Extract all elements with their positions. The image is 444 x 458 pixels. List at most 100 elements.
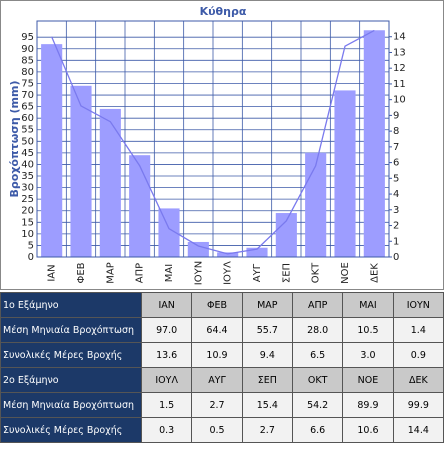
cell: 15.4 bbox=[241, 392, 293, 418]
cell: 9.4 bbox=[241, 342, 293, 368]
cell: 10.9 bbox=[191, 342, 243, 368]
row-label: 2ο Εξάμηνο bbox=[0, 367, 142, 393]
y2-tick-label: 12 bbox=[393, 63, 406, 74]
x-tick-label: ΑΠΡ bbox=[135, 263, 146, 283]
y2-tick-label: 11 bbox=[393, 79, 406, 90]
x-tick-label: ΔΕΚ bbox=[369, 263, 380, 283]
y2-tick-label: 5 bbox=[393, 173, 399, 184]
y-tick-label: 10 bbox=[21, 229, 34, 240]
y2-tick-label: 9 bbox=[393, 110, 399, 121]
table-row: Συνολικές Μέρες Βροχής 13.6 10.9 9.4 6.5 3.0 0… bbox=[0, 342, 444, 368]
bar bbox=[217, 252, 239, 257]
x-tick-label: ΣΕΠ bbox=[281, 263, 292, 283]
y-tick-label: 80 bbox=[21, 67, 34, 78]
cell: 55.7 bbox=[241, 317, 293, 343]
bar bbox=[70, 85, 92, 257]
cell: 0.3 bbox=[140, 417, 193, 443]
row-label: Συνολικές Μέρες Βροχής bbox=[0, 417, 142, 443]
bar bbox=[246, 247, 268, 257]
column-header: ΙΟΥΝ bbox=[392, 292, 444, 318]
bar bbox=[41, 44, 63, 258]
x-tick-label: ΙΟΥΝ bbox=[193, 261, 204, 285]
bar bbox=[305, 152, 327, 257]
cell: 64.4 bbox=[191, 317, 243, 343]
cell: 10.6 bbox=[342, 417, 394, 443]
y2-tick-label: 6 bbox=[393, 158, 399, 169]
chart: Κύθηρα Βροχόπτωση (mm) 05101520253035404… bbox=[0, 0, 444, 290]
y-tick-label: 50 bbox=[21, 136, 34, 147]
y-axis-label: Βροχόπτωση (mm) bbox=[8, 81, 21, 198]
cell: 10.5 bbox=[342, 317, 394, 343]
column-header: ΦΕΒ bbox=[191, 292, 243, 318]
bar bbox=[187, 241, 209, 257]
cell: 28.0 bbox=[291, 317, 344, 343]
column-header: ΝΟΕ bbox=[342, 367, 394, 393]
x-tick-label: ΑΥΓ bbox=[252, 263, 263, 282]
y2-tick-label: 10 bbox=[393, 95, 406, 106]
cell: 97.0 bbox=[140, 317, 193, 343]
column-header: ΜΑΡ bbox=[241, 292, 293, 318]
data-table: 1ο Εξάμηνο ΙΑΝ ΦΕΒ ΜΑΡ ΑΠΡ ΜΑΙ ΙΟΥΝ Μέση Μηνιαί… bbox=[0, 292, 444, 443]
column-header: ΔΕΚ bbox=[392, 367, 444, 393]
cell: 3.0 bbox=[342, 342, 394, 368]
row-label: Μέση Μηνιαία Βροχόπτωση bbox=[0, 392, 142, 418]
column-header: ΙΟΥΛ bbox=[140, 367, 193, 393]
y2-tick-label: 2 bbox=[393, 221, 399, 232]
column-header: ΑΠΡ bbox=[291, 292, 344, 318]
cell: 13.6 bbox=[140, 342, 193, 368]
cell: 2.7 bbox=[241, 417, 293, 443]
y-tick-label: 55 bbox=[21, 125, 34, 136]
y-tick-label: 45 bbox=[21, 148, 34, 159]
bar bbox=[363, 30, 385, 258]
y-tick-label: 70 bbox=[21, 90, 34, 101]
cell: 0.5 bbox=[191, 417, 243, 443]
y2-tick-label: 4 bbox=[393, 189, 399, 200]
row-label: Συνολικές Μέρες Βροχής bbox=[0, 342, 142, 368]
bar bbox=[129, 155, 151, 257]
y-tick-label: 25 bbox=[21, 194, 34, 205]
chart-title: Κύθηρα bbox=[200, 5, 247, 18]
column-header: ΜΑΙ bbox=[342, 292, 394, 318]
cell: 14.4 bbox=[392, 417, 444, 443]
bar bbox=[275, 213, 297, 257]
cell: 1.5 bbox=[140, 392, 193, 418]
bar bbox=[158, 208, 180, 257]
cell: 1.4 bbox=[392, 317, 444, 343]
column-header: ΙΑΝ bbox=[140, 292, 193, 318]
y2-tick-label: 0 bbox=[393, 252, 399, 263]
x-tick-label: ΙΟΥΛ bbox=[223, 261, 234, 285]
row-label: Μέση Μηνιαία Βροχόπτωση bbox=[0, 317, 142, 343]
y2-tick-label: 7 bbox=[393, 142, 399, 153]
y-tick-label: 20 bbox=[21, 206, 34, 217]
y-tick-label: 30 bbox=[21, 183, 34, 194]
cell: 2.7 bbox=[191, 392, 243, 418]
x-tick-label: ΟΚΤ bbox=[311, 262, 322, 283]
cell: 99.9 bbox=[392, 392, 444, 418]
y-tick-label: 95 bbox=[21, 32, 34, 43]
y-tick-label: 65 bbox=[21, 102, 34, 113]
x-tick-label: ΝΟΕ bbox=[340, 262, 351, 284]
y2-tick-label: 1 bbox=[393, 236, 399, 247]
bar bbox=[334, 90, 356, 257]
x-tick-label: ΙΑΝ bbox=[47, 264, 58, 281]
y-tick-label: 5 bbox=[28, 240, 34, 251]
cell: 6.5 bbox=[291, 342, 344, 368]
x-tick-label: ΜΑΙ bbox=[164, 264, 175, 282]
x-tick-label: ΜΑΡ bbox=[105, 262, 116, 284]
cell: 0.9 bbox=[392, 342, 444, 368]
y2-tick-label: 8 bbox=[393, 126, 399, 137]
table-row: 2ο Εξάμηνο ΙΟΥΛ ΑΥΓ ΣΕΠ ΟΚΤ ΝΟΕ ΔΕΚ bbox=[0, 367, 444, 393]
table-row: Μέση Μηνιαία Βροχόπτωση 97.0 64.4 55.7 28.0 1… bbox=[0, 317, 444, 343]
table-row: Συνολικές Μέρες Βροχής 0.3 0.5 2.7 6.6 10.6 14… bbox=[0, 417, 444, 443]
cell: 54.2 bbox=[291, 392, 344, 418]
cell: 6.6 bbox=[291, 417, 344, 443]
column-header: ΟΚΤ bbox=[291, 367, 344, 393]
y-tick-label: 75 bbox=[21, 78, 34, 89]
bar bbox=[99, 108, 121, 257]
cell: 89.9 bbox=[342, 392, 394, 418]
table-row: Μέση Μηνιαία Βροχόπτωση 1.5 2.7 15.4 54.2 89.… bbox=[0, 392, 444, 418]
table-row: 1ο Εξάμηνο ΙΑΝ ΦΕΒ ΜΑΡ ΑΠΡ ΜΑΙ ΙΟΥΝ bbox=[0, 292, 444, 318]
y-tick-label: 15 bbox=[21, 217, 34, 228]
y2-tick-label: 14 bbox=[393, 32, 406, 43]
